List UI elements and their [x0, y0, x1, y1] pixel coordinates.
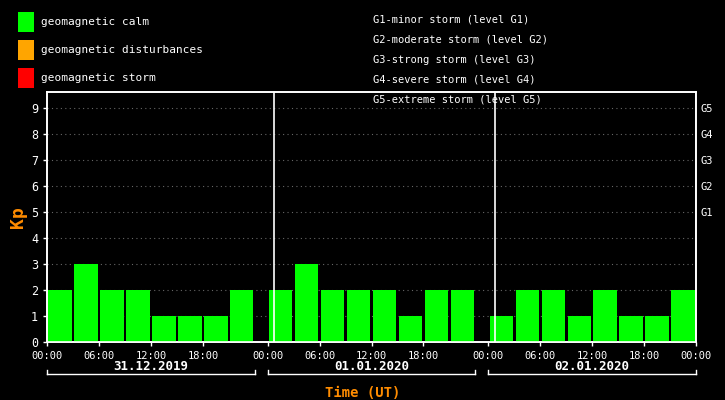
Bar [399, 316, 422, 342]
Bar [230, 290, 254, 342]
Bar [269, 290, 292, 342]
Bar [295, 264, 318, 342]
Bar [49, 290, 72, 342]
Text: geomagnetic calm: geomagnetic calm [41, 17, 149, 27]
Bar [515, 290, 539, 342]
Text: 31.12.2019: 31.12.2019 [113, 360, 188, 372]
Bar [645, 316, 668, 342]
Bar [671, 290, 695, 342]
Bar [489, 316, 513, 342]
Text: G1-minor storm (level G1): G1-minor storm (level G1) [373, 15, 530, 25]
Text: 02.01.2020: 02.01.2020 [555, 360, 630, 372]
Text: G4-severe storm (level G4): G4-severe storm (level G4) [373, 75, 536, 85]
Bar [152, 316, 175, 342]
Bar [100, 290, 124, 342]
Bar [75, 264, 98, 342]
Bar [568, 316, 591, 342]
Bar [451, 290, 474, 342]
Bar [594, 290, 617, 342]
Text: Time (UT): Time (UT) [325, 386, 400, 400]
Bar [126, 290, 149, 342]
Bar [619, 316, 643, 342]
Bar [347, 290, 370, 342]
Bar [542, 290, 565, 342]
Bar [425, 290, 448, 342]
Text: geomagnetic disturbances: geomagnetic disturbances [41, 45, 203, 55]
Bar [373, 290, 397, 342]
Text: 01.01.2020: 01.01.2020 [334, 360, 409, 372]
Bar [321, 290, 344, 342]
Bar [178, 316, 202, 342]
Text: G2-moderate storm (level G2): G2-moderate storm (level G2) [373, 35, 548, 45]
Y-axis label: Kp: Kp [9, 206, 27, 228]
Text: geomagnetic storm: geomagnetic storm [41, 73, 156, 83]
Text: G5-extreme storm (level G5): G5-extreme storm (level G5) [373, 95, 542, 105]
Bar [204, 316, 228, 342]
Text: G3-strong storm (level G3): G3-strong storm (level G3) [373, 55, 536, 65]
